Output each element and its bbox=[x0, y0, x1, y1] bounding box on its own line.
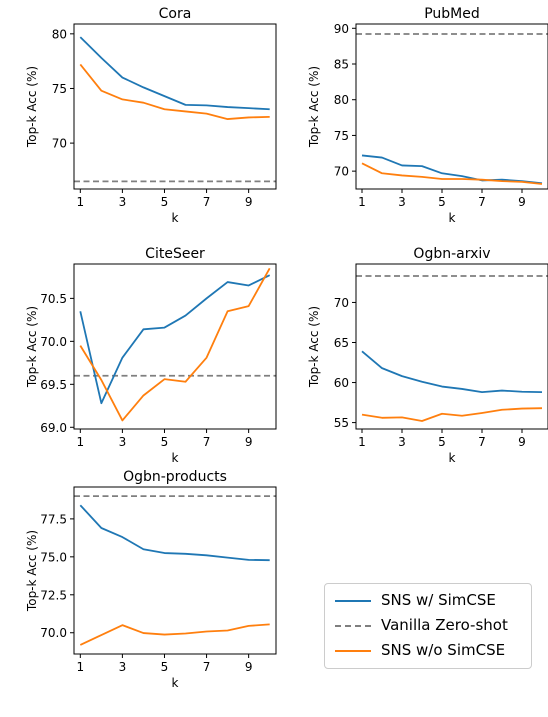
x-axis-label: k bbox=[449, 451, 456, 465]
subplot-title: CiteSeer bbox=[145, 246, 205, 262]
x-tick-label: 5 bbox=[161, 195, 169, 209]
x-tick-label: 5 bbox=[161, 660, 169, 674]
y-tick-label: 70 bbox=[52, 137, 67, 151]
y-tick-label: 65 bbox=[334, 336, 349, 350]
y-tick-label: 75.0 bbox=[40, 550, 67, 564]
y-tick-label: 70 bbox=[334, 296, 349, 310]
x-tick-label: 1 bbox=[358, 195, 366, 209]
x-tick-label: 3 bbox=[119, 195, 127, 209]
x-tick-label: 1 bbox=[358, 435, 366, 449]
x-tick-label: 1 bbox=[76, 435, 84, 449]
x-tick-label: 7 bbox=[203, 660, 211, 674]
legend: SNS w/ SimCSE Vanilla Zero-shot SNS w/o … bbox=[324, 583, 532, 669]
x-tick-label: 9 bbox=[245, 435, 253, 449]
subplot-ogbn-products: 1 3 5 7 9 70.0 72.5 75.0 77.5 Ogbn-products k Top-k… bbox=[25, 469, 277, 690]
y-tick-label: 70.0 bbox=[40, 626, 67, 640]
y-axis-label: Top-k Acc (%) bbox=[307, 66, 321, 148]
series-sns-with-simcse bbox=[361, 154, 543, 185]
x-tick-label: 9 bbox=[245, 195, 253, 209]
y-tick-label: 80 bbox=[334, 93, 349, 107]
x-tick-label: 9 bbox=[518, 195, 526, 209]
subplot-title: Ogbn-arxiv bbox=[413, 246, 490, 262]
subplot-citeseer: 1 3 5 7 9 69.0 69.5 70.0 70.5 CiteSeer k Top-k Acc … bbox=[25, 246, 277, 465]
x-tick-label: 5 bbox=[438, 195, 446, 209]
series-sns-with-simcse bbox=[79, 504, 270, 562]
legend-swatch-vanilla bbox=[335, 625, 371, 627]
legend-label-vanilla: Vanilla Zero-shot bbox=[381, 616, 508, 634]
axes-frame bbox=[73, 23, 277, 190]
y-tick-label: 72.5 bbox=[40, 588, 67, 602]
legend-label-sns-with: SNS w/ SimCSE bbox=[381, 591, 496, 609]
subplot-ogbn-arxiv: 1 3 5 7 9 55 60 65 70 Ogbn-arxiv k Top-k Acc (%) bbox=[307, 246, 548, 465]
x-tick-label: 7 bbox=[203, 195, 211, 209]
y-tick-label: 75 bbox=[334, 129, 349, 143]
subplot-title: PubMed bbox=[424, 6, 480, 22]
series-sns-with-simcse bbox=[79, 36, 270, 111]
y-tick-label: 70.0 bbox=[40, 335, 67, 349]
y-tick-label: 69.5 bbox=[40, 378, 67, 392]
series-sns-without-simcse bbox=[79, 63, 270, 120]
x-tick-label: 5 bbox=[438, 435, 446, 449]
y-tick-label: 75 bbox=[52, 82, 67, 96]
y-tick-label: 85 bbox=[334, 58, 349, 72]
axes-frame bbox=[355, 263, 548, 430]
y-tick-label: 80 bbox=[52, 27, 67, 41]
y-tick-label: 70 bbox=[334, 165, 349, 179]
x-tick-label: 9 bbox=[245, 660, 253, 674]
axes-frame bbox=[73, 486, 277, 655]
series-sns-with-simcse bbox=[79, 274, 271, 405]
x-tick-label: 3 bbox=[119, 435, 127, 449]
legend-swatch-sns-without bbox=[335, 650, 371, 652]
x-axis-label: k bbox=[172, 451, 179, 465]
axes-frame bbox=[355, 23, 548, 190]
series-sns-without-simcse bbox=[79, 267, 271, 422]
series-sns-without-simcse bbox=[361, 162, 543, 185]
x-tick-label: 5 bbox=[161, 435, 169, 449]
x-tick-label: 3 bbox=[119, 660, 127, 674]
x-axis-label: k bbox=[172, 676, 179, 690]
x-tick-label: 1 bbox=[76, 195, 84, 209]
y-tick-label: 55 bbox=[334, 416, 349, 430]
y-tick-label: 90 bbox=[334, 22, 349, 36]
y-axis-label: Top-k Acc (%) bbox=[25, 306, 39, 388]
x-tick-label: 3 bbox=[398, 435, 406, 449]
axes-frame bbox=[73, 263, 277, 430]
subplot-title: Ogbn-products bbox=[123, 469, 227, 485]
x-tick-label: 3 bbox=[398, 195, 406, 209]
x-axis-label: k bbox=[172, 211, 179, 225]
y-tick-label: 60 bbox=[334, 376, 349, 390]
subplot-cora: 1 3 5 7 9 70 75 80 Cora k Top-k Acc (%) bbox=[25, 6, 277, 225]
x-tick-label: 7 bbox=[203, 435, 211, 449]
y-tick-label: 69.0 bbox=[40, 421, 67, 435]
subplot-title: Cora bbox=[159, 6, 192, 22]
series-sns-without-simcse bbox=[79, 623, 270, 646]
y-tick-label: 77.5 bbox=[40, 512, 67, 526]
x-tick-label: 1 bbox=[76, 660, 84, 674]
legend-swatch-sns-with bbox=[335, 600, 371, 602]
x-tick-label: 7 bbox=[478, 195, 486, 209]
series-sns-without-simcse bbox=[361, 407, 543, 422]
y-axis-label: Top-k Acc (%) bbox=[307, 306, 321, 388]
y-axis-label: Top-k Acc (%) bbox=[25, 530, 39, 612]
y-tick-label: 70.5 bbox=[40, 292, 67, 306]
y-axis-label: Top-k Acc (%) bbox=[25, 66, 39, 148]
x-tick-label: 9 bbox=[518, 435, 526, 449]
legend-label-sns-without: SNS w/o SimCSE bbox=[381, 641, 506, 659]
series-sns-with-simcse bbox=[361, 350, 543, 394]
x-tick-label: 7 bbox=[478, 435, 486, 449]
subplot-pubmed: 1 3 5 7 9 70 75 80 85 90 PubMed k Top-k Acc (%) bbox=[307, 6, 548, 225]
x-axis-label: k bbox=[449, 211, 456, 225]
